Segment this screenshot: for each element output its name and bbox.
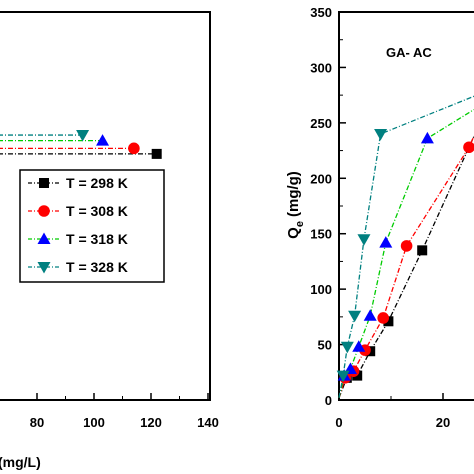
right-series-group bbox=[336, 95, 474, 399]
left-series-marker bbox=[76, 130, 90, 142]
left-series-group bbox=[0, 130, 162, 159]
panel-title: GA- AC bbox=[386, 45, 432, 60]
left-x-axis-label: (mg/L) bbox=[0, 454, 41, 470]
right-y-tick-label: 150 bbox=[310, 227, 332, 242]
legend-marker bbox=[37, 232, 51, 244]
right-series-marker bbox=[417, 245, 428, 256]
right-y-axis-label: Qe (mg/g) bbox=[285, 171, 306, 239]
right-y-tick-label: 50 bbox=[318, 338, 332, 353]
right-series-line bbox=[338, 135, 474, 399]
right-series-marker bbox=[383, 316, 394, 327]
legend-label: T = 318 K bbox=[66, 231, 128, 247]
left-series-marker bbox=[151, 148, 162, 159]
right-series-line bbox=[338, 109, 474, 398]
right-y-tick-label: 250 bbox=[310, 116, 332, 131]
right-x-tick-label: 20 bbox=[436, 415, 450, 430]
left-x-tick-label: 80 bbox=[30, 415, 44, 430]
right-series-marker bbox=[400, 240, 413, 252]
left-series-marker bbox=[96, 134, 110, 146]
right-axis-ticks: 0 50 100 150 200 250 300 350 0 20 bbox=[310, 5, 450, 430]
right-series-marker bbox=[357, 234, 371, 246]
right-series-marker bbox=[420, 131, 434, 144]
left-x-tick-label: 120 bbox=[140, 415, 162, 430]
legend-marker bbox=[39, 178, 49, 188]
right-series-marker bbox=[336, 370, 350, 383]
right-series-marker bbox=[340, 341, 354, 354]
svg-text:Qe(mg/g): Qe (mg/g) bbox=[285, 171, 306, 239]
right-y-tick-label: 100 bbox=[310, 282, 332, 297]
legend-marker bbox=[37, 262, 51, 274]
left-panel: 80 100 120 140 T = 298 KT = 308 KT = 318 KT… bbox=[0, 11, 219, 470]
right-series-marker bbox=[352, 340, 366, 352]
legend-label: T = 328 K bbox=[66, 259, 128, 275]
right-y-tick-label: 0 bbox=[325, 393, 332, 408]
legend-label: T = 308 K bbox=[66, 203, 128, 219]
legend: T = 298 K T = 308 K T = 318 K T = 328 K bbox=[19, 169, 165, 283]
right-series-marker bbox=[374, 128, 388, 141]
right-series-marker bbox=[379, 236, 393, 248]
right-y-tick-label: 300 bbox=[310, 60, 332, 75]
legend-marker bbox=[38, 205, 50, 217]
right-y-tick-label: 200 bbox=[310, 171, 332, 186]
right-series-marker bbox=[377, 312, 390, 324]
left-series-marker bbox=[128, 142, 140, 155]
y-label-sub: e bbox=[294, 221, 306, 227]
y-label-main: Q bbox=[285, 227, 302, 239]
legend-label: T = 298 K bbox=[66, 175, 128, 191]
right-series-line bbox=[338, 135, 474, 398]
y-label-units: (mg/g) bbox=[285, 171, 302, 217]
right-series-marker bbox=[463, 141, 474, 154]
right-y-tick-label: 350 bbox=[310, 5, 332, 20]
right-series-marker bbox=[348, 310, 362, 323]
left-x-tick-label: 140 bbox=[197, 415, 219, 430]
left-plot-frame bbox=[0, 11, 211, 401]
left-x-tick-label: 100 bbox=[83, 415, 105, 430]
right-panel: 0 50 100 150 200 250 300 350 0 20 GA- AC Qe (mg/g) bbox=[285, 5, 474, 430]
right-x-tick-label: 0 bbox=[335, 415, 342, 430]
right-series-marker bbox=[363, 309, 377, 321]
left-x-ticks: 80 100 120 140 bbox=[30, 393, 219, 430]
